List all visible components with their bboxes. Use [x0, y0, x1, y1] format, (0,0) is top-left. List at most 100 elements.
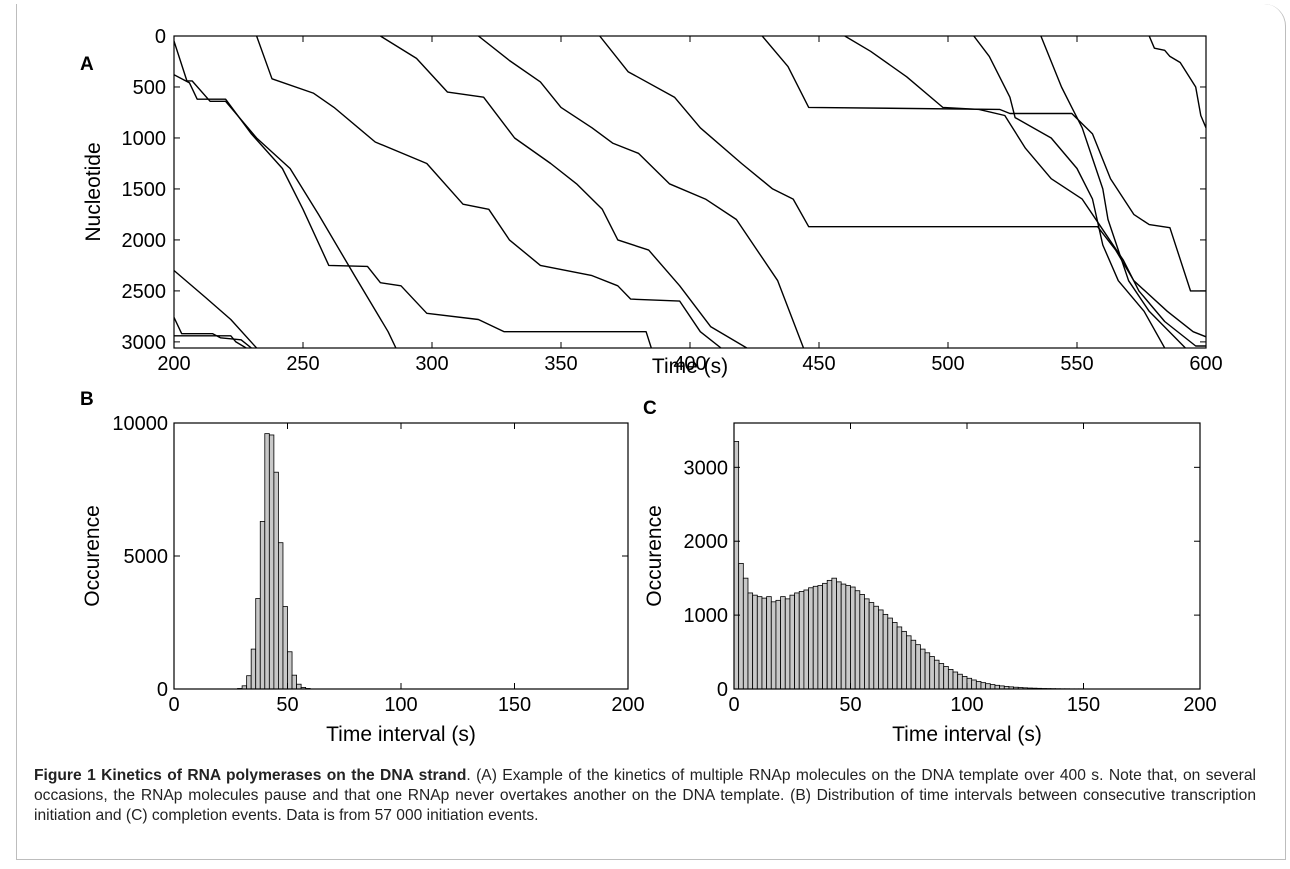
- x-tick-label: 150: [498, 694, 531, 716]
- y-tick-label: 10000: [112, 413, 168, 435]
- y-tick-label: 1000: [684, 605, 729, 627]
- y-tick-label: 3000: [122, 332, 167, 354]
- figure-canvas: A 200 250 300 350 400 450 500 550 60005001000150…: [80, 26, 1223, 746]
- histogram-bar: [975, 681, 982, 690]
- histogram-bar: [278, 542, 284, 690]
- histogram-bar: [259, 521, 266, 690]
- histogram-bar: [282, 606, 288, 690]
- y-tick-label: 1500: [122, 179, 167, 201]
- histogram-bar: [882, 613, 889, 690]
- histogram-bar: [733, 441, 740, 690]
- rnap-trace-12: [844, 36, 1206, 347]
- x-tick-label: 200: [611, 694, 644, 716]
- rnap-trace-15: [1148, 36, 1206, 129]
- histogram-bar: [906, 635, 912, 690]
- panel-b-ylabel: Occurence: [81, 505, 104, 607]
- histogram-bar: [817, 585, 823, 690]
- panel-a: A 200 250 300 350 400 450 500 550 600 0 500 1000 150…: [80, 26, 1223, 378]
- histogram-bar: [868, 602, 875, 690]
- x-tick-label: 600: [1189, 353, 1222, 375]
- histogram-bar: [756, 596, 763, 690]
- histogram-bar: [971, 679, 977, 690]
- panel-a-ticks: 200 250 300 350 400 450 500 550 600 0 500 1000 1500 2…: [122, 26, 1223, 375]
- histogram-bar: [943, 666, 949, 690]
- panel-a-series-group: [174, 36, 1206, 348]
- histogram-bar: [794, 592, 800, 690]
- histogram-bar: [747, 592, 754, 690]
- y-tick-label: 1000: [122, 128, 167, 150]
- histogram-bar: [268, 434, 275, 690]
- histogram-bar: [770, 601, 777, 690]
- rnap-trace-11: [761, 36, 1206, 292]
- x-tick-label: 450: [802, 353, 835, 375]
- histogram-bar: [780, 596, 786, 690]
- histogram-bar: [798, 591, 805, 690]
- histogram-bar: [250, 648, 257, 690]
- panel-a-ylabel: Nucleotide: [82, 142, 105, 241]
- histogram-bar: [812, 585, 819, 690]
- rnap-trace-10: [599, 36, 1206, 338]
- histogram-bar: [887, 617, 893, 690]
- histogram-bar: [822, 582, 828, 690]
- x-tick-label: 0: [728, 694, 739, 716]
- histogram-bar: [264, 433, 270, 690]
- caption-body: . (A) Example of the kinetics of multipl…: [34, 767, 1256, 824]
- histogram-bar: [808, 587, 814, 690]
- histogram-bar: [738, 562, 744, 690]
- x-tick-label: 0: [168, 694, 179, 716]
- y-tick-label: 500: [133, 77, 166, 99]
- panel-b-label: B: [80, 389, 94, 410]
- histogram-bar: [947, 669, 954, 690]
- panel-c-label: C: [643, 398, 657, 419]
- histogram-bar: [840, 583, 847, 690]
- histogram-bar: [924, 652, 931, 690]
- histogram-bar: [291, 674, 297, 690]
- histogram-bar: [896, 626, 903, 690]
- caption-title: Kinetics of RNA polymerases on the DNA s…: [101, 767, 467, 784]
- figure-caption: Figure 1 Kinetics of RNA polymerases on …: [34, 766, 1256, 826]
- x-tick-label: 50: [276, 694, 298, 716]
- x-tick-label: 400: [673, 353, 706, 375]
- rnap-trace-2: [174, 269, 258, 348]
- histogram-bar: [850, 586, 856, 690]
- histogram-bar: [989, 684, 996, 690]
- histogram-bar: [766, 596, 772, 690]
- rnap-trace-14: [1040, 36, 1186, 348]
- y-tick-label: 5000: [124, 546, 169, 568]
- histogram-bar: [789, 594, 795, 690]
- histogram-bar: [826, 579, 833, 690]
- x-tick-label: 500: [931, 353, 964, 375]
- x-tick-label: 100: [384, 694, 417, 716]
- histogram-bar: [985, 683, 991, 690]
- histogram-bar: [761, 597, 768, 690]
- histogram-bar: [296, 683, 302, 690]
- histogram-bar: [892, 622, 898, 690]
- histogram-bar: [980, 682, 987, 690]
- histogram-bar: [915, 644, 921, 690]
- y-tick-label: 2000: [122, 230, 167, 252]
- panel-b-axes-box: [173, 422, 629, 690]
- x-tick-label: 200: [1183, 694, 1216, 716]
- rnap-trace-8: [380, 36, 748, 348]
- x-tick-label: 100: [950, 694, 983, 716]
- histogram-bar: [854, 590, 861, 690]
- x-tick-label: 200: [157, 353, 190, 375]
- histogram-bar: [742, 577, 749, 690]
- histogram-bar: [784, 598, 791, 690]
- histogram-bar: [957, 673, 963, 690]
- rnap-trace-4: [174, 334, 247, 348]
- x-tick-label: 150: [1067, 694, 1100, 716]
- rnap-trace-13: [973, 36, 1166, 348]
- panel-a-xlabel: Time (s): [652, 355, 728, 378]
- panel-c-ylabel: Occurence: [643, 505, 666, 607]
- histogram-bar: [878, 609, 884, 690]
- rnap-trace-7: [255, 36, 722, 348]
- x-tick-label: 50: [839, 694, 861, 716]
- histogram-bar: [901, 630, 907, 690]
- histogram-bar: [255, 598, 261, 690]
- histogram-bar: [859, 594, 865, 690]
- panel-a-label: A: [80, 54, 94, 75]
- y-tick-label: 0: [157, 679, 168, 701]
- histogram-bar: [273, 471, 279, 690]
- histogram-bar: [836, 581, 842, 690]
